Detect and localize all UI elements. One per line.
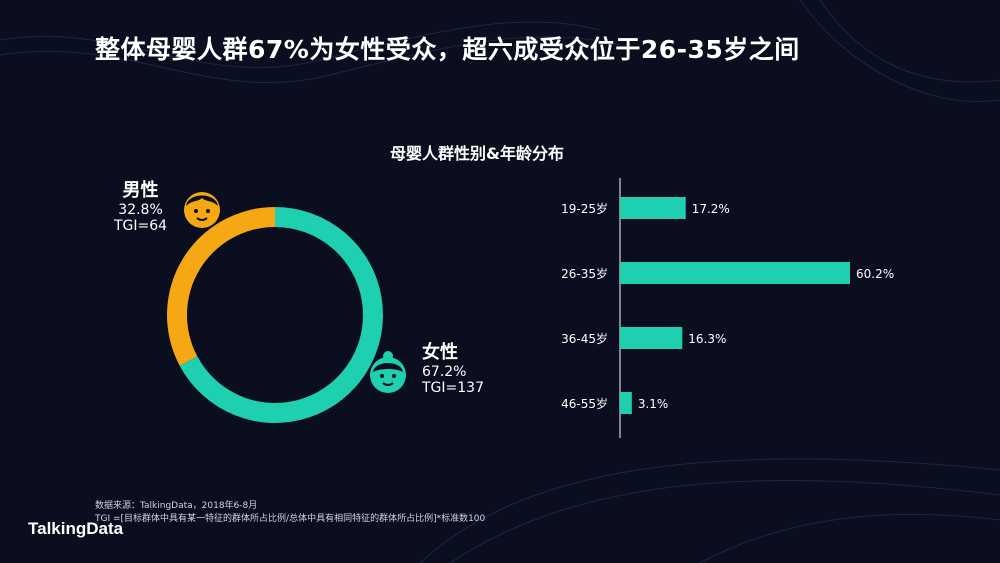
age-bar-chart: 19-25岁 17.2% 26-35岁 60.2% 36-45岁 16.3% 46-55岁 3… <box>561 178 894 438</box>
gender-donut-chart <box>167 207 383 423</box>
male-percent: 32.8% <box>118 201 163 218</box>
bar-36-45岁 <box>620 327 683 349</box>
data-source: 数据来源：TalkingData，2018年6-8月 <box>95 501 258 511</box>
bar-category-label: 19-25岁 <box>561 201 608 216</box>
bar-value-label: 17.2% <box>692 202 730 216</box>
bar-category-label: 46-55岁 <box>561 396 608 411</box>
male-name: 男性 <box>122 180 159 201</box>
tgi-definition: TGI =[目标群体中具有某一特征的群体所占比例/总体中具有相同特征的群体所占比… <box>95 514 486 525</box>
girl-face-icon <box>370 351 406 393</box>
chart-title: 母婴人群性别&年龄分布 <box>390 144 564 163</box>
female-label: 女性 67.2% TGI=137 <box>422 342 484 397</box>
bar-category-label: 26-35岁 <box>561 266 608 281</box>
boy-face-icon <box>184 192 220 228</box>
bar-46-55岁 <box>620 392 632 414</box>
bar-value-label: 16.3% <box>688 332 726 346</box>
male-tgi: TGI=64 <box>114 218 168 235</box>
bar-26-35岁 <box>620 262 850 284</box>
male-label: 男性 32.8% TGI=64 <box>114 180 167 235</box>
bar-value-label: 3.1% <box>638 397 669 411</box>
talkingdata-logo: TalkingData <box>28 519 124 538</box>
bar-value-label: 60.2% <box>856 267 894 281</box>
bar-category-label: 36-45岁 <box>561 331 608 346</box>
female-percent: 67.2% <box>422 363 467 380</box>
bar-19-25岁 <box>620 197 686 219</box>
female-tgi: TGI=137 <box>422 380 484 397</box>
donut-slice-male <box>167 207 275 366</box>
female-name: 女性 <box>422 342 458 363</box>
footnote: 数据来源：TalkingData，2018年6-8月 TGI =[目标群体中具有… <box>95 500 485 526</box>
page-title: 整体母婴人群67%为女性受众，超六成受众位于26-35岁之间 <box>95 35 800 64</box>
